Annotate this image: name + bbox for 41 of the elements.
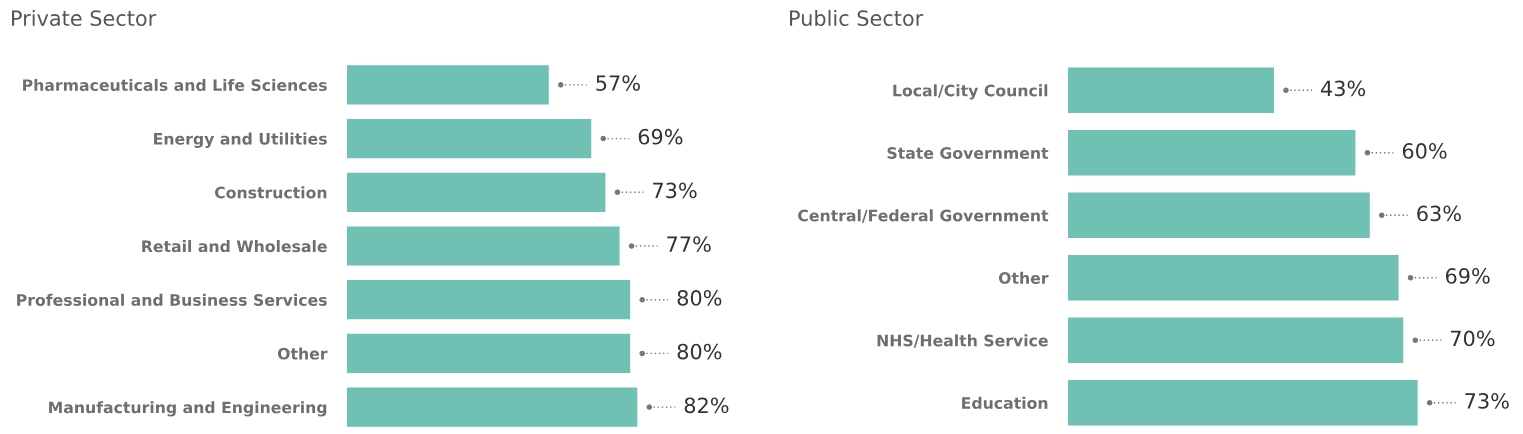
- bar: [1068, 67, 1274, 114]
- bar: [347, 333, 631, 374]
- y-tick-label: Construction: [214, 186, 327, 199]
- bar: [1068, 129, 1356, 176]
- y-tick-label: NHS/Health Service: [877, 334, 1048, 348]
- y-tick-label: State Government: [887, 147, 1049, 159]
- bar: [1068, 379, 1418, 426]
- bar: [347, 118, 592, 159]
- data-label: 73%: [1465, 393, 1509, 409]
- bar: [1068, 317, 1404, 364]
- data-label: 70%: [1451, 330, 1495, 347]
- y-tick-label: Professional and Business Services: [17, 293, 327, 306]
- data-label: 80%: [677, 343, 722, 360]
- y-tick-label: Local/City Council: [893, 84, 1048, 100]
- data-label: 57%: [596, 75, 640, 91]
- text: Private Sector: [12, 9, 157, 27]
- y-tick-label: Other: [277, 347, 328, 360]
- y-tick-label: Retail and Wholesale: [142, 240, 327, 253]
- text: Public Sector: [790, 9, 924, 27]
- data-label: 73%: [653, 182, 697, 199]
- data-label: 82%: [684, 397, 729, 414]
- bar: [347, 226, 620, 266]
- bar: [347, 65, 549, 105]
- data-label: 60%: [1402, 143, 1447, 159]
- y-tick-label: Central/Federal Government: [798, 209, 1049, 223]
- y-tick-label: Manufacturing and Engineering: [49, 401, 327, 417]
- bar: [347, 172, 606, 212]
- y-tick-label: Energy and Utilities: [154, 132, 327, 148]
- bar: [1068, 254, 1399, 301]
- y-tick-label: Pharmaceuticals and Life Sciences: [23, 78, 327, 92]
- data-label: 77%: [667, 236, 711, 253]
- y-tick-label: Other: [998, 271, 1049, 284]
- bar: [347, 387, 638, 427]
- data-label: 69%: [638, 128, 683, 145]
- data-label: 80%: [677, 290, 722, 306]
- bar: [1068, 192, 1370, 239]
- data-label: 69%: [1445, 268, 1490, 284]
- data-label: 63%: [1417, 205, 1461, 222]
- bar: [347, 280, 631, 320]
- data-label: 43%: [1320, 80, 1366, 97]
- y-tick-label: Education: [962, 396, 1048, 409]
